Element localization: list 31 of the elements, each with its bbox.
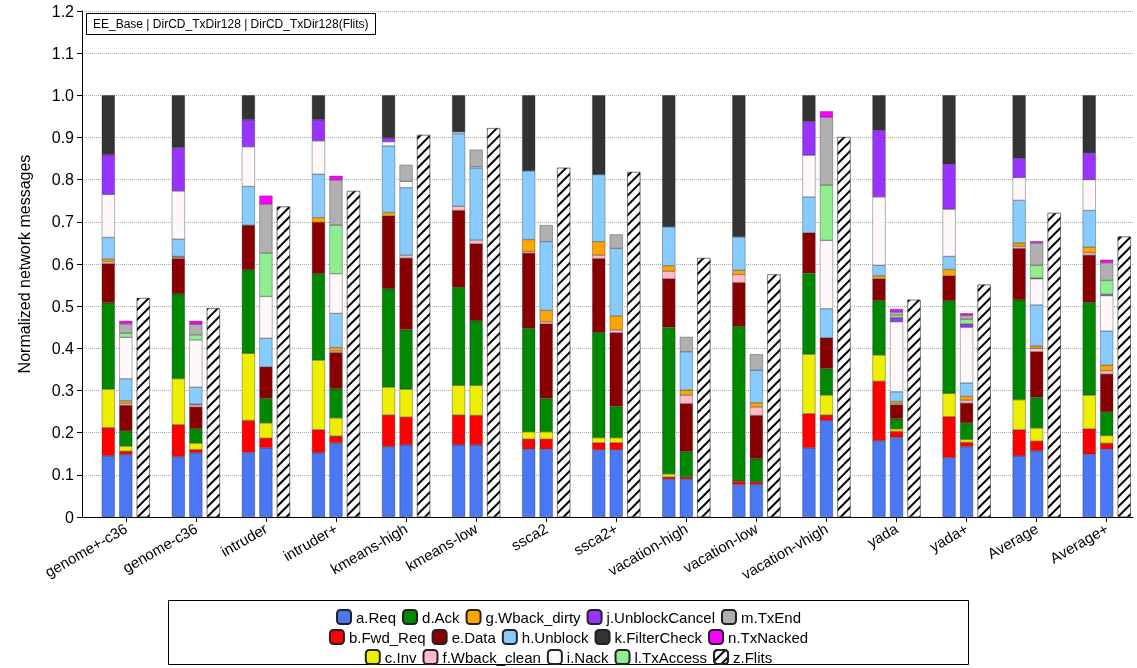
legend-label: l.TxAccess xyxy=(634,648,708,666)
y-tick-label: 0.4 xyxy=(51,339,75,357)
y-tick-label: 0.7 xyxy=(51,213,75,231)
y-axis-title: Normalized network messages xyxy=(15,154,33,374)
legend-label: b.Fwd_Req xyxy=(348,628,426,646)
legend-label: n.TxNacked xyxy=(728,628,809,646)
annotation: EE_Base | DirCD_TxDir128 | DirCD_TxDir128(Flits) xyxy=(93,17,369,31)
legend-label: z.Flits xyxy=(733,648,773,666)
y-tick-label: 0.8 xyxy=(51,171,75,189)
legend-label: h.Unblock xyxy=(521,628,590,646)
y-tick-label: 0.1 xyxy=(51,466,75,484)
legend-label: e.Data xyxy=(451,628,497,646)
legend-label: m.TxEnd xyxy=(740,608,801,626)
y-tick-label: 1.2 xyxy=(51,2,75,20)
x-tick-label: yada xyxy=(864,519,902,551)
y-tick-label: 1.0 xyxy=(51,86,75,104)
y-tick-label: 0.3 xyxy=(51,382,75,399)
legend-label: f.Wback_clean xyxy=(442,648,541,666)
legend-label: j.UnblockCancel xyxy=(605,608,715,626)
y-tick-label: 0.9 xyxy=(51,129,75,146)
legend-label: c.Inv xyxy=(384,648,417,666)
y-tick-label: 0.2 xyxy=(51,424,75,442)
legend-label: i.Nack xyxy=(566,648,610,666)
legend-label: d.Ack xyxy=(422,608,461,626)
legend-label: k.FilterCheck xyxy=(614,628,703,646)
legend-label: g.Wback_dirty xyxy=(485,608,582,626)
y-tick-label: 1.1 xyxy=(51,44,75,62)
y-tick-label: 0 xyxy=(65,508,75,526)
y-tick-label: 0.5 xyxy=(51,297,75,315)
y-tick-label: 0.6 xyxy=(51,255,75,273)
legend-label: a.Req xyxy=(356,608,397,626)
